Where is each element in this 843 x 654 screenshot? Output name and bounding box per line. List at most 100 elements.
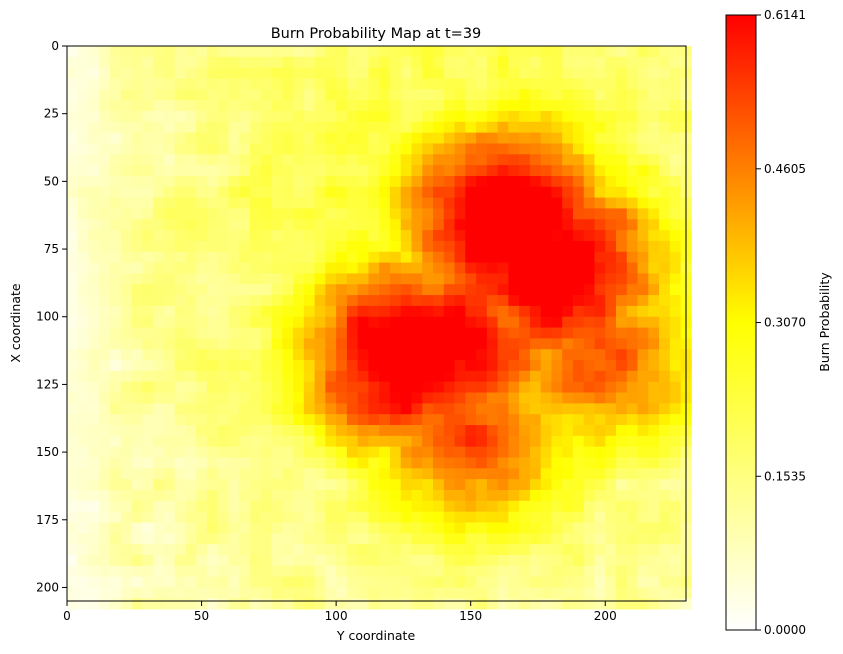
heatmap-cell xyxy=(562,262,574,274)
heatmap-cell xyxy=(282,284,294,296)
heatmap-cell xyxy=(411,262,423,274)
heatmap-cell xyxy=(314,479,326,491)
heatmap-cell xyxy=(357,435,369,448)
heatmap-cell xyxy=(594,500,606,513)
heatmap-cell xyxy=(88,284,100,296)
heatmap-cell xyxy=(476,533,488,545)
heatmap-cell xyxy=(260,262,272,274)
heatmap-cell xyxy=(529,370,542,383)
heatmap-cell xyxy=(110,414,122,426)
heatmap-cell xyxy=(605,208,617,220)
heatmap-cell xyxy=(77,338,89,350)
heatmap-cell xyxy=(637,544,649,556)
heatmap-cell xyxy=(303,175,315,188)
heatmap-cell xyxy=(389,349,402,361)
heatmap-cell xyxy=(637,565,649,578)
heatmap-cell xyxy=(250,197,262,209)
heatmap-cell xyxy=(120,468,132,480)
heatmap-cell xyxy=(486,403,499,415)
heatmap-cell xyxy=(88,435,100,448)
heatmap-cell xyxy=(519,370,531,383)
heatmap-cell xyxy=(368,251,380,263)
heatmap-cell xyxy=(669,565,682,578)
heatmap-cell xyxy=(250,316,262,328)
heatmap-cell xyxy=(454,522,466,534)
heatmap-cell xyxy=(626,143,638,155)
heatmap-cell xyxy=(120,554,132,567)
heatmap-cell xyxy=(626,230,638,242)
heatmap-cell xyxy=(357,370,369,383)
heatmap-cell xyxy=(433,121,445,134)
heatmap-cell xyxy=(389,305,402,318)
heatmap-cell xyxy=(519,360,531,372)
heatmap-cell xyxy=(153,78,165,90)
heatmap-cell xyxy=(605,500,617,513)
heatmap-cell xyxy=(454,197,466,209)
heatmap-cell xyxy=(142,565,154,578)
heatmap-cell xyxy=(400,208,412,220)
heatmap-cell xyxy=(228,435,240,448)
heatmap-cell xyxy=(163,598,176,610)
heatmap-cell xyxy=(346,165,359,177)
heatmap-cell xyxy=(411,522,423,534)
heatmap-cell xyxy=(616,544,628,556)
heatmap-cell xyxy=(433,100,445,112)
heatmap-cell xyxy=(583,251,595,263)
heatmap-cell xyxy=(206,316,219,328)
heatmap-cell xyxy=(336,360,348,372)
heatmap-cell xyxy=(476,457,488,469)
heatmap-cell xyxy=(465,522,477,534)
heatmap-cell xyxy=(562,230,574,242)
heatmap-cell xyxy=(228,251,240,263)
heatmap-cell xyxy=(346,468,359,480)
heatmap-cell xyxy=(562,165,574,177)
heatmap-cell xyxy=(626,587,638,599)
heatmap-cell xyxy=(648,208,660,220)
heatmap-cell xyxy=(206,554,219,567)
heatmap-cell xyxy=(486,143,499,155)
heatmap-cell xyxy=(368,78,380,90)
heatmap-cell xyxy=(422,56,434,69)
heatmap-cell xyxy=(626,544,638,556)
heatmap-cell xyxy=(153,425,165,437)
heatmap-cell xyxy=(99,435,111,448)
heatmap-cell xyxy=(368,403,380,415)
heatmap-cell xyxy=(626,479,638,491)
heatmap-cell xyxy=(465,490,477,502)
heatmap-grid xyxy=(67,46,692,610)
heatmap-cell xyxy=(228,381,240,393)
heatmap-cell xyxy=(562,240,574,253)
heatmap-cell xyxy=(293,468,305,480)
heatmap-cell xyxy=(605,327,617,339)
heatmap-cell xyxy=(422,435,434,448)
heatmap-cell xyxy=(605,403,617,415)
heatmap-cell xyxy=(271,121,283,134)
heatmap-cell xyxy=(476,446,488,458)
heatmap-cell xyxy=(626,89,638,101)
heatmap-cell xyxy=(616,219,628,231)
heatmap-cell xyxy=(67,186,79,199)
heatmap-cell xyxy=(433,381,445,393)
heatmap-cell xyxy=(519,381,531,393)
heatmap-cell xyxy=(239,165,251,177)
heatmap-cell xyxy=(293,414,305,426)
heatmap-cell xyxy=(346,132,359,144)
heatmap-cell xyxy=(88,230,100,242)
heatmap-cell xyxy=(572,349,585,361)
heatmap-cell xyxy=(486,327,499,339)
heatmap-cell xyxy=(217,468,229,480)
heatmap-cell xyxy=(282,175,294,188)
heatmap-cell xyxy=(77,143,89,155)
heatmap-cell xyxy=(529,587,542,599)
heatmap-cell xyxy=(551,414,563,426)
heatmap-cell xyxy=(669,175,682,188)
heatmap-cell xyxy=(616,67,628,79)
heatmap-cell xyxy=(454,273,466,285)
heatmap-cell xyxy=(282,554,294,567)
heatmap-cell xyxy=(616,565,628,578)
heatmap-cell xyxy=(325,598,337,610)
heatmap-cell xyxy=(648,576,660,588)
heatmap-cell xyxy=(67,110,79,123)
heatmap-cell xyxy=(389,522,402,534)
heatmap-cell xyxy=(659,479,671,491)
